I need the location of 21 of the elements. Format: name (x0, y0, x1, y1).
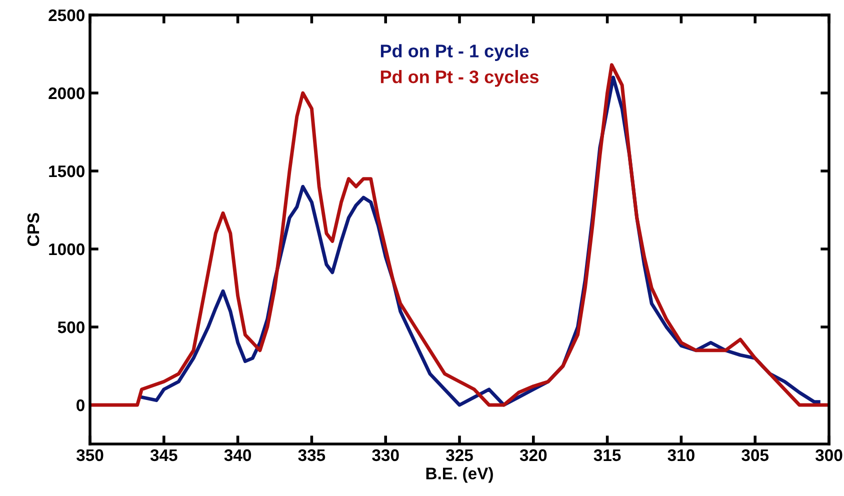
x-tick-label: 320 (520, 449, 547, 462)
x-tick-label: 305 (742, 449, 769, 462)
y-tick-label: 500 (58, 321, 84, 334)
x-tick-label: 335 (298, 449, 326, 462)
x-tick-label: 310 (668, 449, 694, 462)
x-tick-label: 330 (372, 449, 399, 462)
text: Pd on Pt - 1 cycle (380, 44, 529, 61)
y-tick-label: 2000 (48, 87, 84, 100)
x-tick-label: 315 (594, 449, 621, 462)
y-tick-label: 2500 (48, 9, 84, 22)
text: Pd on Pt - 3 cycles (380, 70, 539, 87)
x-tick-label: 350 (76, 449, 104, 462)
x-tick-label: 345 (150, 449, 178, 462)
x-tick-label: 325 (446, 449, 473, 462)
y-tick-label: 1000 (49, 243, 84, 256)
y-tick-label: 1500 (49, 165, 84, 178)
y-tick-label: 0 (76, 399, 84, 412)
x-axis-title: B.E. (eV) (426, 467, 493, 483)
y-axis-title: CPS (27, 213, 40, 246)
x-tick-label: 300 (815, 449, 842, 462)
x-tick-label: 340 (224, 449, 252, 462)
